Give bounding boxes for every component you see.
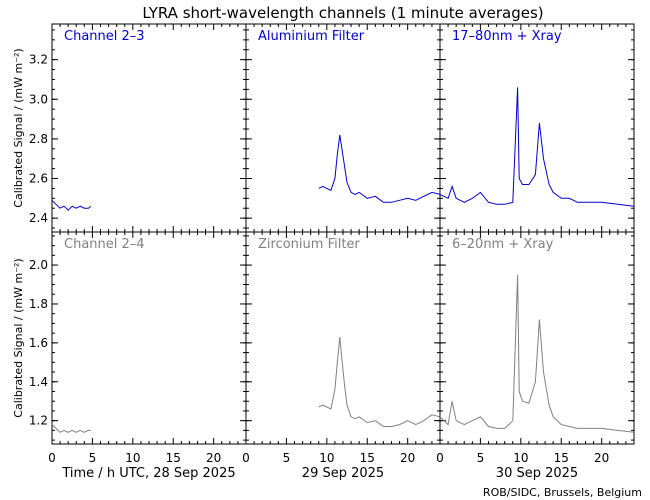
y-tick-label: 3.2 xyxy=(29,53,48,67)
panel-label: Aluminium Filter xyxy=(258,29,365,44)
y-tick-label: 1.6 xyxy=(29,336,48,350)
x-tick-label: 10 xyxy=(319,451,334,465)
panel-frame xyxy=(51,231,247,445)
figure-title: LYRA short-wavelength channels (1 minute… xyxy=(142,4,543,22)
series-line xyxy=(439,274,635,433)
panel-top-1 xyxy=(51,23,247,233)
x-tick-label: 20 xyxy=(206,451,221,465)
panel-label: 17–80nm + Xray xyxy=(452,29,562,44)
panel-frame xyxy=(245,231,441,445)
panel-label: Zirconium Filter xyxy=(258,237,360,252)
y-tick-label: 2.0 xyxy=(29,258,48,272)
panel-frame xyxy=(51,23,247,233)
x-tick-label: 5 xyxy=(477,451,485,465)
series-line xyxy=(318,336,441,427)
y-tick-label: 3.0 xyxy=(29,92,48,106)
y-tick-label: 2.4 xyxy=(29,211,48,225)
x-tick-label: 15 xyxy=(360,451,375,465)
panel-top-2 xyxy=(245,23,441,233)
panel-bottom-1 xyxy=(51,231,247,445)
panel-label: 6–20nm + Xray xyxy=(452,237,554,252)
x-axis-label: 30 Sep 2025 xyxy=(496,466,578,481)
x-axis-label: Time / h UTC, 28 Sep 2025 xyxy=(61,466,235,481)
x-axis-label: 29 Sep 2025 xyxy=(302,466,384,481)
series-line xyxy=(51,199,92,211)
y-tick-label: 1.4 xyxy=(29,375,48,389)
x-tick-label: 20 xyxy=(400,451,415,465)
y-axis-label: Calibrated Signal / (mW m⁻²) xyxy=(12,258,25,417)
panel-bottom-3 xyxy=(439,231,635,445)
y-tick-label: 2.8 xyxy=(29,132,48,146)
x-tick-label: 15 xyxy=(554,451,569,465)
x-tick-label: 10 xyxy=(125,451,140,465)
x-tick-label: 15 xyxy=(166,451,181,465)
panel-label: Channel 2–3 xyxy=(64,29,145,44)
x-tick-label: 5 xyxy=(89,451,97,465)
y-tick-label: 1.8 xyxy=(29,297,48,311)
figure-credit: ROB/SIDC, Brussels, Belgium xyxy=(483,486,642,499)
y-axis-label: Calibrated Signal / (mW m⁻²) xyxy=(12,48,25,207)
x-tick-label: 0 xyxy=(436,451,444,465)
x-tick-label: 0 xyxy=(242,451,250,465)
series-line xyxy=(318,134,441,203)
panel-frame xyxy=(439,23,635,233)
y-tick-label: 1.2 xyxy=(29,414,48,428)
panel-frame xyxy=(245,23,441,233)
y-tick-label: 2.6 xyxy=(29,172,48,186)
panel-bottom-2 xyxy=(245,231,441,445)
x-tick-label: 0 xyxy=(48,451,56,465)
series-line xyxy=(439,87,635,207)
panel-top-3 xyxy=(439,23,635,233)
x-tick-label: 5 xyxy=(283,451,291,465)
x-tick-label: 20 xyxy=(594,451,609,465)
panel-label: Channel 2–4 xyxy=(64,237,145,252)
panel-frame xyxy=(439,231,635,445)
plot-grid: Calibrated Signal / (mW m⁻²) 2.4 2.6 2.8 3.0… xyxy=(12,23,635,481)
x-tick-label: 10 xyxy=(513,451,528,465)
series-line xyxy=(51,424,91,433)
